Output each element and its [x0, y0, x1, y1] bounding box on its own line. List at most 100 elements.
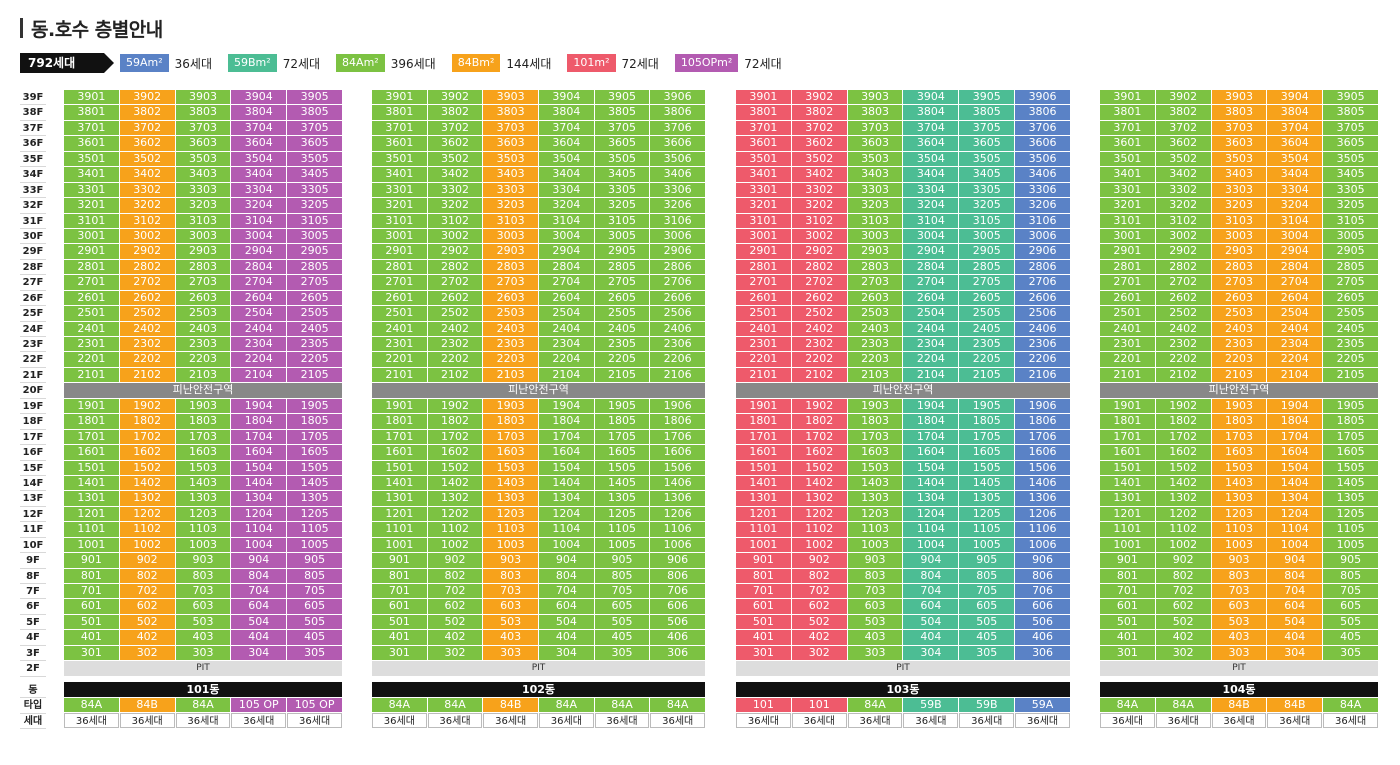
unit-cell[interactable]: 2102 [119, 367, 175, 383]
unit-cell[interactable]: 2103 [847, 367, 903, 383]
unit-cell[interactable]: 803 [847, 568, 903, 583]
unit-cell[interactable]: 1201 [64, 506, 119, 522]
unit-cell[interactable]: 1901 [1100, 398, 1155, 414]
unit-cell[interactable]: 2405 [287, 321, 342, 336]
unit-cell[interactable]: 1604 [903, 445, 959, 460]
unit-cell[interactable]: 3904 [1267, 90, 1323, 105]
unit-cell[interactable]: 2902 [427, 244, 483, 259]
unit-cell[interactable]: 2506 [650, 306, 705, 321]
unit-cell[interactable]: 2402 [119, 321, 175, 336]
unit-cell[interactable]: 3103 [1211, 213, 1267, 228]
unit-cell[interactable]: 2902 [119, 244, 175, 259]
unit-cell[interactable]: 3705 [1323, 120, 1378, 136]
unit-cell[interactable]: 3503 [847, 151, 903, 167]
unit-cell[interactable]: 703 [847, 584, 903, 599]
unit-cell[interactable]: 3901 [372, 90, 427, 105]
unit-cell[interactable]: 2301 [1100, 337, 1155, 352]
unit-cell[interactable]: 2905 [1323, 244, 1378, 259]
unit-cell[interactable]: 504 [231, 614, 287, 630]
unit-cell[interactable]: 2305 [959, 337, 1015, 352]
unit-cell[interactable]: 1203 [847, 506, 903, 522]
unit-cell[interactable]: 2203 [175, 352, 231, 367]
unit-cell[interactable]: 1405 [287, 475, 342, 491]
unit-cell[interactable]: 3602 [1155, 136, 1211, 151]
unit-cell[interactable]: 2403 [847, 321, 903, 336]
unit-cell[interactable]: 2901 [1100, 244, 1155, 259]
unit-cell[interactable]: 1303 [483, 491, 538, 506]
unit-cell[interactable]: 403 [483, 630, 538, 645]
unit-cell[interactable]: 1904 [539, 398, 594, 414]
unit-cell[interactable]: 804 [1267, 568, 1323, 583]
unit-cell[interactable]: 3902 [427, 90, 483, 105]
unit-cell[interactable]: 2304 [231, 337, 287, 352]
unit-cell[interactable]: 3401 [372, 167, 427, 182]
unit-cell[interactable]: 3504 [539, 151, 594, 167]
unit-cell[interactable]: 2901 [64, 244, 119, 259]
unit-cell[interactable]: 703 [483, 584, 538, 599]
unit-cell[interactable]: 2304 [903, 337, 959, 352]
unit-cell[interactable]: 2501 [64, 306, 119, 321]
unit-cell[interactable]: 3702 [1155, 120, 1211, 136]
unit-cell[interactable]: 3402 [1155, 167, 1211, 182]
unit-cell[interactable]: 3105 [1323, 213, 1378, 228]
unit-cell[interactable]: 3704 [231, 120, 287, 136]
unit-cell[interactable]: 3404 [539, 167, 594, 182]
unit-cell[interactable]: 301 [1100, 645, 1155, 661]
unit-cell[interactable]: 3605 [959, 136, 1015, 151]
unit-cell[interactable]: 1803 [847, 414, 903, 429]
unit-cell[interactable]: 3604 [539, 136, 594, 151]
unit-cell[interactable]: 2503 [847, 306, 903, 321]
unit-cell[interactable]: 2605 [594, 290, 650, 306]
unit-cell[interactable]: 3004 [539, 228, 594, 244]
unit-cell[interactable]: 3005 [287, 228, 342, 244]
unit-cell[interactable]: 3905 [287, 90, 342, 105]
unit-cell[interactable]: 1205 [594, 506, 650, 522]
unit-cell[interactable]: 1306 [650, 491, 705, 506]
unit-cell[interactable]: 2501 [736, 306, 791, 321]
unit-cell[interactable]: 506 [1015, 614, 1070, 630]
unit-cell[interactable]: 302 [1155, 645, 1211, 661]
unit-cell[interactable]: 1402 [427, 475, 483, 491]
unit-cell[interactable]: 3702 [119, 120, 175, 136]
unit-cell[interactable]: 1205 [1323, 506, 1378, 522]
unit-cell[interactable]: 2304 [539, 337, 594, 352]
unit-cell[interactable]: 3803 [847, 105, 903, 120]
unit-cell[interactable]: 502 [427, 614, 483, 630]
unit-cell[interactable]: 1502 [119, 460, 175, 475]
unit-cell[interactable]: 1203 [1211, 506, 1267, 522]
unit-cell[interactable]: 406 [1015, 630, 1070, 645]
unit-cell[interactable]: 3601 [736, 136, 791, 151]
unit-cell[interactable]: 1802 [119, 414, 175, 429]
unit-cell[interactable]: 3201 [1100, 198, 1155, 213]
unit-cell[interactable]: 602 [427, 599, 483, 614]
unit-cell[interactable]: 2705 [959, 275, 1015, 290]
unit-cell[interactable]: 1606 [650, 445, 705, 460]
unit-cell[interactable]: 2306 [650, 337, 705, 352]
unit-cell[interactable]: 3802 [119, 105, 175, 120]
unit-cell[interactable]: 2606 [1015, 290, 1070, 306]
unit-cell[interactable]: 3106 [650, 213, 705, 228]
unit-cell[interactable]: 2702 [427, 275, 483, 290]
unit-cell[interactable]: 2204 [539, 352, 594, 367]
unit-cell[interactable]: 2801 [1100, 259, 1155, 275]
unit-cell[interactable]: 3305 [1323, 182, 1378, 198]
unit-cell[interactable]: 405 [594, 630, 650, 645]
unit-cell[interactable]: 905 [594, 553, 650, 568]
unit-cell[interactable]: 1802 [791, 414, 847, 429]
unit-cell[interactable]: 704 [231, 584, 287, 599]
unit-cell[interactable]: 1102 [427, 522, 483, 537]
unit-cell[interactable]: 3906 [650, 90, 705, 105]
unit-cell[interactable]: 1406 [650, 475, 705, 491]
unit-cell[interactable]: 3005 [1323, 228, 1378, 244]
unit-cell[interactable]: 3202 [119, 198, 175, 213]
unit-cell[interactable]: 3302 [1155, 182, 1211, 198]
unit-cell[interactable]: 1101 [64, 522, 119, 537]
unit-cell[interactable]: 2704 [539, 275, 594, 290]
unit-cell[interactable]: 1901 [64, 398, 119, 414]
unit-cell[interactable]: 603 [847, 599, 903, 614]
unit-cell[interactable]: 401 [1100, 630, 1155, 645]
unit-cell[interactable]: 1004 [903, 537, 959, 553]
unit-cell[interactable]: 1405 [1323, 475, 1378, 491]
unit-cell[interactable]: 2701 [372, 275, 427, 290]
unit-cell[interactable]: 403 [175, 630, 231, 645]
